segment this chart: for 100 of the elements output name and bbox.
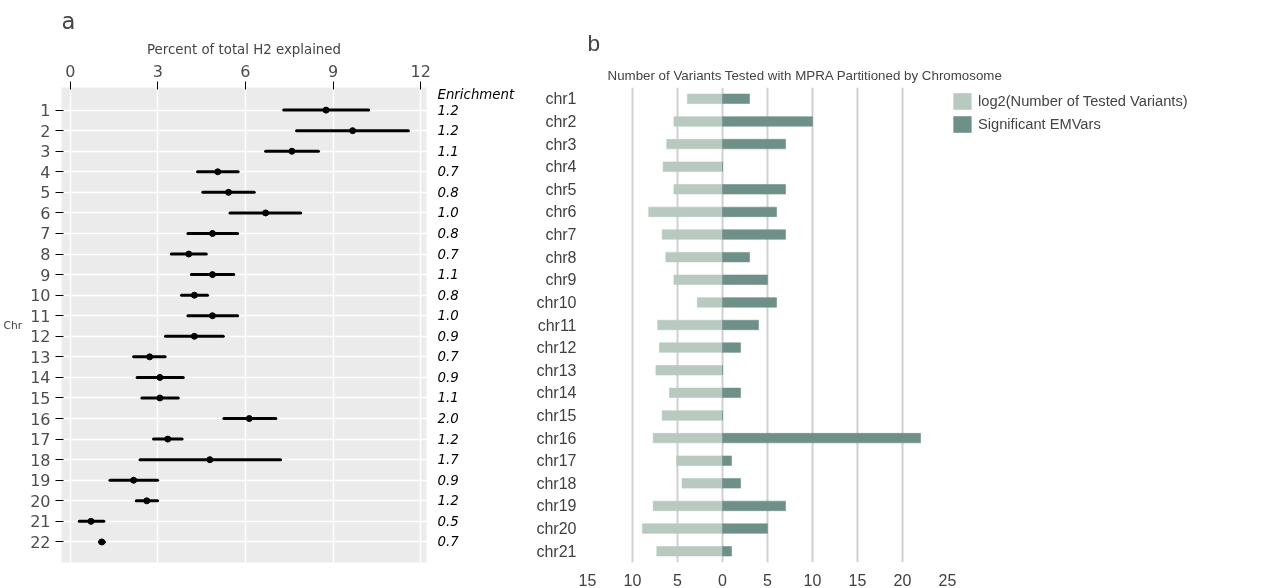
bar bbox=[722, 455, 732, 466]
y-tick-label: 11 bbox=[30, 306, 51, 326]
chart-subtitle: Number of Variants Tested with MPRA Partitioned by Chromosome bbox=[607, 67, 1002, 83]
x-axis-title: Percent of total H2 explained bbox=[147, 41, 341, 57]
bar bbox=[652, 500, 723, 511]
point bbox=[190, 332, 198, 340]
point bbox=[262, 209, 270, 217]
y-tick-label: chr3 bbox=[545, 135, 577, 153]
bar bbox=[722, 274, 768, 285]
x-tick-label: 9 bbox=[327, 61, 339, 81]
y-tick-label: chr17 bbox=[536, 452, 577, 470]
point bbox=[190, 291, 198, 299]
point bbox=[225, 188, 233, 196]
point bbox=[288, 147, 296, 155]
point bbox=[208, 230, 216, 237]
text: 0.7 bbox=[437, 164, 460, 180]
y-tick-label: 5 bbox=[40, 183, 51, 203]
bar bbox=[722, 184, 786, 195]
text: 0.7 bbox=[437, 246, 460, 262]
text: 0.9 bbox=[437, 369, 459, 385]
bar bbox=[722, 297, 777, 308]
y-tick-label: chr19 bbox=[536, 497, 577, 515]
y-axis-title: Chr bbox=[3, 318, 23, 332]
bar bbox=[722, 206, 777, 217]
y-tick-label: 8 bbox=[40, 245, 51, 265]
chart-title: b bbox=[587, 29, 601, 56]
y-tick-label: chr21 bbox=[536, 542, 577, 560]
point bbox=[206, 456, 214, 464]
y-tick-label: chr13 bbox=[536, 361, 577, 379]
x-tick-label: 6 bbox=[240, 61, 251, 81]
bar bbox=[661, 410, 723, 421]
text: Enrichment bbox=[437, 87, 515, 103]
bar bbox=[648, 206, 723, 217]
y-tick-label: chr7 bbox=[545, 226, 577, 244]
bar bbox=[722, 229, 786, 240]
bar bbox=[722, 387, 741, 398]
point bbox=[322, 106, 330, 114]
text: 1.1 bbox=[437, 143, 459, 159]
y-tick-label: chr10 bbox=[536, 293, 577, 311]
bar bbox=[652, 433, 723, 444]
bar bbox=[642, 523, 723, 534]
y-tick-label: 17 bbox=[30, 430, 51, 450]
bar bbox=[722, 252, 750, 263]
bar bbox=[656, 546, 723, 557]
bar bbox=[673, 274, 723, 285]
bar bbox=[673, 116, 723, 127]
bar bbox=[722, 319, 759, 331]
bar bbox=[665, 252, 723, 263]
point bbox=[208, 271, 216, 279]
x-tick-label: 0 bbox=[65, 61, 76, 81]
text: 0.7 bbox=[437, 349, 460, 365]
x-tick-label: 10 bbox=[623, 571, 642, 588]
point bbox=[146, 353, 154, 361]
text: 1.1 bbox=[437, 267, 459, 283]
y-tick-label: chr9 bbox=[545, 271, 577, 289]
x-tick-label: 0 bbox=[718, 571, 728, 588]
bar bbox=[657, 319, 723, 331]
bar bbox=[722, 342, 741, 353]
x-tick-label: 15 bbox=[848, 571, 867, 588]
text: 0.7 bbox=[437, 534, 460, 550]
bar bbox=[722, 478, 741, 489]
point bbox=[130, 476, 138, 484]
legend-label: log2(Number of Tested Variants) bbox=[978, 93, 1188, 109]
y-tick-label: 9 bbox=[40, 265, 51, 285]
x-tick-label: 5 bbox=[673, 571, 683, 588]
text: 1.1 bbox=[437, 390, 459, 406]
text: 1.2 bbox=[437, 493, 459, 509]
text: 0.9 bbox=[437, 328, 459, 344]
y-tick-label: chr12 bbox=[536, 339, 577, 357]
bar bbox=[659, 342, 723, 353]
point bbox=[143, 497, 151, 505]
bar bbox=[722, 139, 786, 150]
point bbox=[156, 373, 164, 381]
bar bbox=[662, 161, 723, 172]
y-tick-label: 20 bbox=[30, 491, 51, 511]
point bbox=[214, 168, 222, 176]
x-tick-label: 3 bbox=[152, 61, 163, 81]
y-tick-label: 1 bbox=[40, 101, 51, 121]
bar bbox=[673, 184, 723, 195]
bar bbox=[681, 478, 723, 489]
bar bbox=[722, 116, 813, 127]
bar bbox=[666, 139, 723, 150]
bar bbox=[697, 297, 723, 308]
y-tick-label: 6 bbox=[40, 203, 51, 223]
x-tick-label: 15 bbox=[578, 571, 597, 588]
text: 0.9 bbox=[437, 472, 459, 488]
text: 1.0 bbox=[437, 205, 459, 221]
bar bbox=[722, 500, 786, 511]
y-tick-label: chr1 bbox=[545, 90, 577, 108]
bar bbox=[722, 546, 732, 557]
bar bbox=[669, 387, 723, 398]
y-tick-label: 2 bbox=[40, 121, 51, 141]
y-tick-label: chr6 bbox=[545, 203, 577, 221]
y-tick-label: 12 bbox=[30, 327, 51, 347]
y-tick-label: 4 bbox=[40, 162, 51, 182]
y-tick-label: chr4 bbox=[545, 158, 577, 176]
y-tick-label: chr16 bbox=[536, 429, 577, 447]
text: 1.2 bbox=[437, 123, 459, 139]
y-tick-label: chr15 bbox=[536, 406, 577, 424]
y-tick-label: chr8 bbox=[545, 248, 577, 266]
